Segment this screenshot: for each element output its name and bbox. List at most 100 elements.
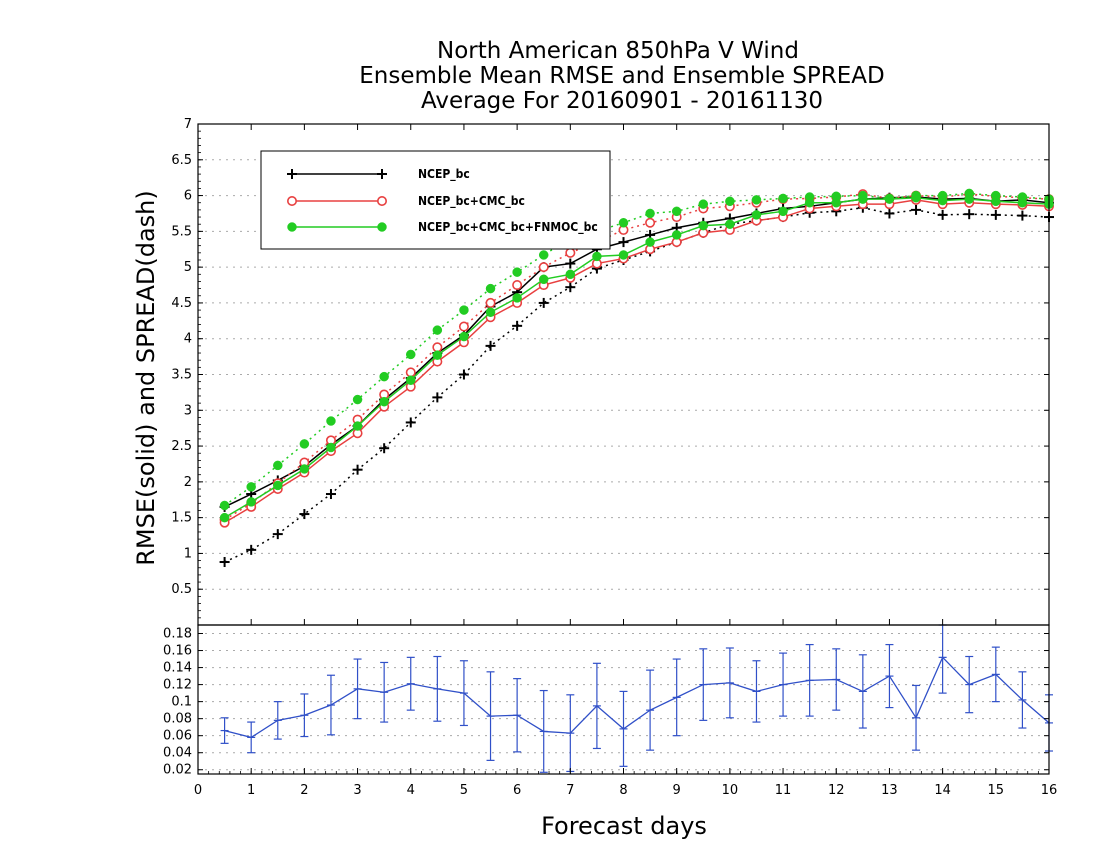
legend: NCEP_bc NCEP_bc+CMC_bc NCEP_bc+CMC_bc+FNMO… xyxy=(260,150,611,250)
x-tick-label: 4 xyxy=(407,783,415,798)
x-tick-label: 16 xyxy=(1041,783,1058,798)
x-tick-label: 13 xyxy=(881,783,898,798)
spread-point xyxy=(458,369,469,380)
rmse-point xyxy=(273,480,283,491)
error-bar xyxy=(858,654,867,729)
spread-point xyxy=(406,349,416,360)
spread-point xyxy=(485,297,496,308)
rmse-point xyxy=(299,464,310,474)
y-tick-label: 4.5 xyxy=(171,296,192,311)
error-bar xyxy=(725,647,734,719)
spread-point xyxy=(538,297,549,308)
error-bar xyxy=(938,624,947,694)
legend-marker xyxy=(377,222,387,232)
spread-point xyxy=(884,208,895,219)
legend-label: NCEP_bc+CMC_bc+FNMOC_bc xyxy=(418,220,598,235)
spread-point xyxy=(698,199,709,209)
spread-point xyxy=(645,217,656,228)
top-y-axis-ticks: 0.5 1 1.5 2 2.5 3 3.5 4 4.5 5 5.5 6 6.5 7 xyxy=(171,117,1049,619)
y-tick-label: 0.18 xyxy=(163,627,192,642)
y-tick-label: 1 xyxy=(184,546,192,561)
spread-point xyxy=(618,218,629,228)
title-line-3: Average For 20160901 - 20161130 xyxy=(421,88,823,114)
error-bar xyxy=(699,648,708,721)
rmse-point xyxy=(538,274,549,285)
x-tick-label: 2 xyxy=(300,783,308,798)
rmse-point xyxy=(485,307,496,317)
rmse-point xyxy=(964,194,974,204)
spread-point xyxy=(379,371,389,382)
spread-point xyxy=(405,417,416,428)
y-tick-label: 3 xyxy=(184,403,192,418)
error-bar xyxy=(885,643,894,709)
y-tick-label: 0.5 xyxy=(171,582,192,597)
error-bar xyxy=(672,658,681,737)
spread-point xyxy=(458,321,469,332)
y-tick-label: 0.02 xyxy=(163,763,192,778)
error-bar xyxy=(486,671,495,761)
spread-point xyxy=(325,489,336,500)
spread-line xyxy=(224,192,1050,507)
rmse-point xyxy=(352,421,363,431)
rmse-point xyxy=(991,196,1001,207)
spread-point xyxy=(272,529,283,540)
error-bar xyxy=(380,661,389,723)
spread-line xyxy=(224,206,1050,563)
spread-point xyxy=(565,282,576,293)
rmse-point xyxy=(804,197,815,208)
spread-point xyxy=(964,209,975,220)
spread-point xyxy=(990,209,1001,220)
error-bar xyxy=(300,693,309,738)
x-tick-label: 6 xyxy=(513,783,521,798)
spread-point xyxy=(352,464,363,475)
spread-point xyxy=(219,557,230,568)
error-bar xyxy=(592,662,601,750)
y-tick-label: 0.1 xyxy=(171,695,192,710)
x-tick-label: 8 xyxy=(619,783,627,798)
y-tick-label: 4 xyxy=(184,332,192,347)
rmse-point xyxy=(937,195,948,206)
y-tick-label: 0.04 xyxy=(163,746,192,761)
error-bar xyxy=(646,669,655,751)
spread-point xyxy=(299,439,310,449)
spread-point xyxy=(1017,210,1028,221)
title-line-1: North American 850hPa V Wind xyxy=(437,38,799,64)
error-bar xyxy=(513,678,522,753)
rmse-point xyxy=(432,350,443,360)
legend-marker xyxy=(286,196,297,207)
error-bar xyxy=(433,655,442,722)
rmse-point xyxy=(645,237,655,247)
x-axis-ticks: 0 1 2 3 4 5 6 7 8 9 10 11 12 13 14 15 16 xyxy=(194,124,1057,798)
x-tick-label: 5 xyxy=(460,783,468,798)
spread-point xyxy=(512,280,523,291)
y-tick-label: 7 xyxy=(184,117,192,132)
rmse-point xyxy=(831,197,841,208)
y-axis-label: RMSE(solid) and SPREAD(dash) xyxy=(132,190,160,566)
x-tick-label: 10 xyxy=(722,783,739,798)
spread-point xyxy=(299,509,310,520)
spread-point xyxy=(671,206,682,217)
legend-marker xyxy=(287,222,297,232)
x-tick-label: 1 xyxy=(247,783,255,798)
rmse-point xyxy=(459,331,469,342)
bottom-panel-grid xyxy=(198,633,1049,771)
rmse-point xyxy=(911,192,921,203)
rmse-point xyxy=(326,442,336,453)
y-tick-label: 5 xyxy=(184,260,192,275)
x-tick-label: 12 xyxy=(828,783,845,798)
error-bar xyxy=(459,660,468,727)
x-axis-label: Forecast days xyxy=(541,812,707,840)
spread-point xyxy=(937,209,948,220)
rmse-point xyxy=(565,258,576,269)
rmse-point xyxy=(618,237,629,248)
x-tick-label: 11 xyxy=(775,783,792,798)
top-panel-series xyxy=(219,188,1055,568)
spread-point xyxy=(911,204,922,215)
spread-point xyxy=(485,283,496,294)
rmse-point xyxy=(565,269,576,280)
y-tick-label: 3.5 xyxy=(171,368,192,383)
error-bar xyxy=(752,660,761,723)
spread-point xyxy=(778,193,788,204)
spread-point xyxy=(246,544,257,555)
spread-point xyxy=(326,416,336,426)
